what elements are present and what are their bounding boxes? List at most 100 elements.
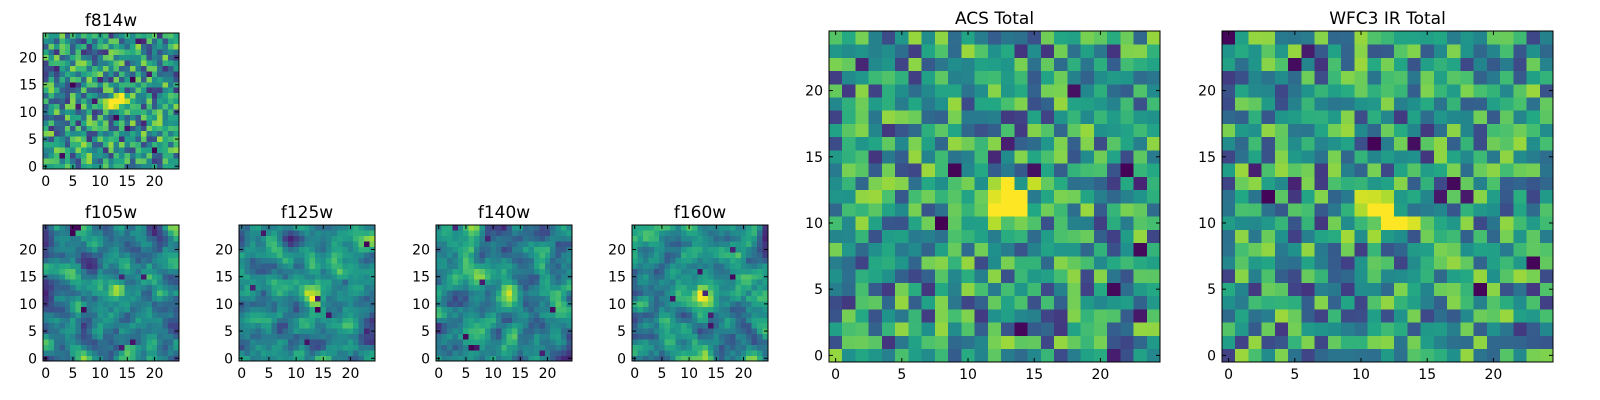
- f814w-pixel: [64, 65, 71, 72]
- f105w-pixel: [119, 263, 125, 269]
- f814w-pixel: [59, 120, 66, 126]
- f105w-pixel: [86, 235, 93, 242]
- f814w-pixel: [108, 49, 115, 56]
- f140w-pixel: [566, 252, 573, 258]
- f125w-pixel: [315, 230, 321, 237]
- f814w-pixel: [157, 125, 163, 132]
- f160w-pixel: [697, 268, 704, 275]
- f105w-title: f105w: [85, 203, 137, 223]
- f160w-pixel: [724, 322, 731, 329]
- acs-total-pixel: [881, 70, 896, 85]
- f140w-pixel: [479, 328, 486, 335]
- f140w-pixel: [463, 295, 469, 302]
- f160w-pixel: [648, 257, 655, 264]
- f140w-ytick-label: 20: [412, 242, 430, 258]
- acs-total-pixel: [1001, 216, 1015, 230]
- acs-total-pixel: [961, 189, 975, 204]
- acs-total-pixel: [1080, 322, 1095, 336]
- wfc3-ir-total-pixel: [1261, 136, 1276, 151]
- acs-total-xtick-label: 20: [1092, 367, 1110, 383]
- f125w-pixel: [287, 268, 294, 275]
- wfc3-ir-total-pixel: [1367, 335, 1382, 350]
- acs-total-pixel: [1001, 123, 1015, 138]
- f105w-pixel: [162, 230, 169, 237]
- f140w-pixel: [479, 257, 486, 264]
- wfc3-ir-total-pixel: [1473, 242, 1488, 257]
- acs-total-pixel: [829, 256, 843, 270]
- f125w-pixel: [298, 344, 305, 351]
- f105w-pixel: [59, 284, 66, 291]
- f814w-pixel: [130, 152, 136, 159]
- f105w-pixel: [168, 230, 174, 237]
- wfc3-ir-total-pixel: [1274, 229, 1289, 244]
- f105w-pixel: [75, 328, 82, 335]
- f105w-pixel: [124, 263, 131, 269]
- f140w-pixel: [539, 230, 546, 237]
- f125w-pixel: [266, 235, 272, 242]
- acs-total-pixel: [974, 150, 989, 164]
- f140w-pixel: [457, 290, 464, 297]
- f160w-pixel: [648, 301, 655, 307]
- f105w-pixel: [91, 301, 98, 307]
- f125w-pixel: [255, 230, 262, 237]
- f140w-pixel: [479, 339, 486, 345]
- f160w-pixel: [708, 317, 714, 324]
- acs-total-pixel: [1107, 97, 1121, 111]
- wfc3-ir-total-pixel: [1235, 322, 1249, 336]
- acs-total-pixel: [1146, 176, 1161, 191]
- f140w-pixel: [457, 246, 464, 253]
- wfc3-ir-total-pixel: [1288, 269, 1302, 283]
- acs-total-pixel: [961, 163, 975, 177]
- f160w-pixel: [680, 312, 687, 318]
- f105w-pixel: [53, 235, 60, 242]
- f814w-pixel: [43, 60, 49, 66]
- f140w-pixel: [457, 241, 464, 248]
- f125w-pixel: [347, 350, 354, 356]
- f160w-pixel: [642, 230, 649, 237]
- acs-total-pixel: [881, 335, 896, 350]
- f814w-pixel: [108, 163, 115, 170]
- acs-total-pixel: [934, 309, 949, 323]
- f140w-pixel: [523, 339, 529, 345]
- acs-total-pixel: [908, 31, 922, 45]
- wfc3-ir-total-pixel: [1380, 83, 1395, 98]
- acs-total-pixel: [1080, 189, 1095, 204]
- f160w-pixel: [648, 344, 655, 351]
- f160w-pixel: [697, 328, 704, 335]
- f814w-pixel: [64, 158, 71, 164]
- wfc3-ir-total-pixel: [1500, 31, 1514, 45]
- f105w-pixel: [168, 268, 174, 275]
- f160w-title: f160w: [674, 203, 726, 223]
- acs-total-pixel: [1067, 31, 1081, 45]
- acs-total-pixel: [1001, 70, 1015, 85]
- acs-total-pixel: [1133, 269, 1148, 283]
- wfc3-ir-total-pixel: [1248, 57, 1263, 72]
- f125w-pixel: [277, 306, 283, 313]
- f160w-pixel: [680, 235, 687, 242]
- wfc3-ir-total-pixel: [1354, 309, 1368, 323]
- f105w-pixel: [124, 230, 131, 237]
- f814w-pixel: [102, 98, 109, 105]
- f140w-pixel: [468, 268, 475, 275]
- wfc3-ir-total-pixel: [1274, 110, 1289, 124]
- f125w-pixel: [309, 263, 316, 269]
- f814w-pixel: [119, 136, 125, 143]
- acs-total-pixel: [842, 348, 856, 363]
- f105w-pixel: [70, 290, 76, 297]
- acs-total-pixel: [1120, 322, 1134, 336]
- f105w-pixel: [168, 225, 174, 231]
- f105w-pixel: [64, 312, 71, 318]
- f125w-pixel: [255, 290, 262, 297]
- f814w-pixel: [119, 81, 125, 88]
- f105w-pixel: [64, 273, 71, 280]
- f140w-pixel: [479, 225, 486, 231]
- f160w-pixel: [697, 246, 704, 253]
- f140w-pixel: [452, 235, 459, 242]
- f105w-pixel: [113, 263, 120, 269]
- f814w-pixel: [130, 147, 136, 153]
- f125w-pixel: [326, 263, 332, 269]
- f814w-pixel: [173, 60, 180, 66]
- f160w-pixel: [653, 246, 660, 253]
- f814w-pixel: [168, 71, 174, 77]
- f140w-pixel: [501, 279, 508, 286]
